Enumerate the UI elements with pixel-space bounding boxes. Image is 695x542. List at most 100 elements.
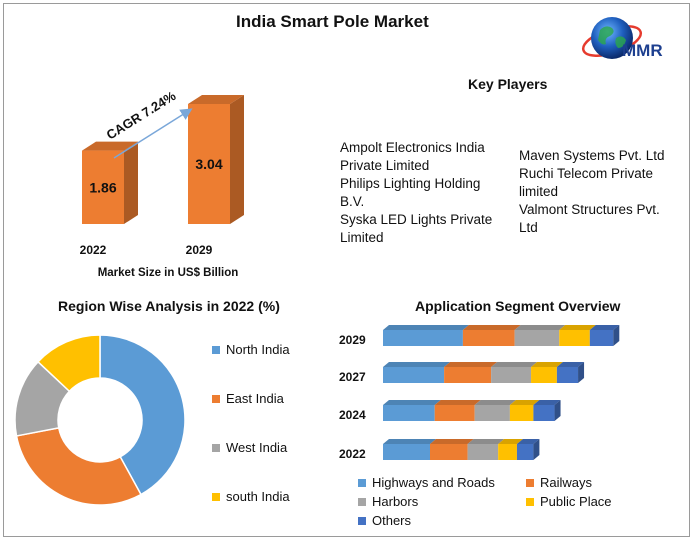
legend-label: Railways [540, 475, 593, 490]
legend-swatch [212, 346, 220, 354]
key-player-line: Limited [340, 230, 384, 245]
key-players-heading: Key Players [468, 76, 548, 92]
stacked-bar-side [578, 362, 585, 383]
stacked-segment-top [509, 400, 540, 405]
application-chart-title: Application Segment Overview [415, 298, 621, 314]
market-x-axis-label: Market Size in US$ Billion [98, 267, 239, 279]
stacked-segment-top [531, 362, 563, 367]
key-player-line: Philips Lighting Holding [340, 176, 481, 191]
stacked-segment [559, 330, 590, 346]
legend-label: North India [226, 342, 290, 357]
key-player-line: Syska LED Lights Private [340, 212, 493, 227]
key-player-line: Valmont Structures Pvt. [519, 202, 660, 217]
legend-item-south-india: south India [212, 489, 290, 509]
legend-label: Harbors [372, 494, 419, 509]
stacked-segment-top [474, 400, 516, 405]
legend-swatch [212, 493, 220, 501]
stacked-segment [444, 367, 492, 383]
legend-swatch [358, 478, 366, 487]
stacked-segment [516, 444, 534, 460]
stacked-segment-top [434, 400, 481, 405]
infographic-frame [3, 3, 690, 537]
legend-label: Others [372, 513, 412, 528]
year-label: 2029 [339, 333, 366, 347]
stacked-bar-side [613, 325, 620, 346]
stacked-segment-top [556, 362, 585, 367]
legend-swatch [212, 444, 220, 452]
market-bar-value-label: 1.86 [89, 179, 116, 195]
year-label: 2027 [339, 370, 366, 384]
application-stacked-chart: 2029 2027 2024 2022 [339, 325, 620, 461]
key-player-line: Maven Systems Pvt. Ltd [519, 148, 665, 163]
market-bar-side [124, 141, 138, 224]
legend-item-harbors: Harbors [358, 492, 526, 511]
region-legend: North India East India West India south … [212, 342, 290, 509]
region-chart-title: Region Wise Analysis in 2022 (%) [58, 298, 280, 314]
donut-slice-east-india [15, 426, 142, 506]
legend-swatch [526, 497, 534, 506]
legend-swatch [358, 497, 366, 506]
legend-item-west-india: West India [212, 440, 290, 489]
stacked-segment [491, 367, 532, 383]
cagr-label: CAGR 7.24% [104, 88, 179, 143]
key-players-column-2: Maven Systems Pvt. Ltd Ruchi Telecom Pri… [519, 147, 679, 237]
key-player-line: Ltd [519, 220, 538, 235]
stacked-segment [533, 405, 555, 421]
market-bar [82, 150, 124, 224]
legend-item-others: Others [358, 511, 411, 530]
stacked-segment-top [383, 325, 469, 330]
legend-item-railways: Railways [526, 473, 592, 492]
stacked-segment-top [430, 439, 474, 444]
year-label: 2022 [339, 447, 366, 461]
stacked-segment [383, 330, 463, 346]
stacked-bar-side [533, 439, 540, 460]
market-bar-value-label: 3.04 [195, 156, 222, 172]
market-bar [188, 104, 230, 224]
stacked-segment [474, 405, 510, 421]
legend-label: Highways and Roads [372, 475, 495, 490]
globe-icon [591, 17, 633, 59]
cagr-arrow [113, 108, 193, 159]
stacked-segment-top [533, 400, 561, 405]
page-title: India Smart Pole Market [236, 12, 429, 31]
logo-text: MMR [622, 41, 663, 60]
stacked-bar-side [554, 400, 561, 421]
stacked-segment [383, 367, 445, 383]
key-players-column-1: Ampolt Electronics India Private Limited… [340, 139, 510, 247]
legend-swatch [526, 478, 534, 487]
region-donut-chart [14, 334, 186, 506]
legend-label: Public Place [540, 494, 612, 509]
legend-item-public-place: Public Place [526, 492, 612, 511]
stacked-segment [467, 444, 499, 460]
stacked-segment [514, 330, 560, 346]
stacked-segment-top [491, 362, 538, 367]
key-player-line: Private Limited [340, 158, 430, 173]
stacked-segment-top [516, 439, 540, 444]
stacked-segment-top [383, 439, 436, 444]
stacked-segment [531, 367, 557, 383]
legend-item-highways: Highways and Roads [358, 473, 526, 492]
market-category-label: 2022 [80, 243, 107, 257]
stacked-segment-top [467, 439, 505, 444]
legend-swatch [212, 395, 220, 403]
stacked-segment [509, 405, 534, 421]
key-player-line: Ampolt Electronics India [340, 140, 485, 155]
stacked-segment-top [383, 400, 441, 405]
legend-label: south India [226, 489, 290, 504]
stacked-segment-top [383, 362, 451, 367]
mmr-logo: MMR [581, 17, 663, 60]
stacked-segment-top [498, 439, 523, 444]
donut-slice-north-india [99, 334, 186, 496]
market-bar-side [230, 95, 244, 224]
stacked-segment [589, 330, 614, 346]
donut-slice-south-india [36, 334, 101, 393]
stacked-segment [383, 444, 430, 460]
stacked-segment [556, 367, 579, 383]
stacked-segment [498, 444, 517, 460]
market-category-label: 2029 [186, 243, 213, 257]
application-legend: Highways and Roads Railways Harbors Publ… [358, 473, 658, 530]
market-bar-top [188, 95, 244, 104]
stacked-segment-top [514, 325, 566, 330]
legend-swatch [358, 516, 366, 525]
key-player-line: B.V. [340, 194, 365, 209]
